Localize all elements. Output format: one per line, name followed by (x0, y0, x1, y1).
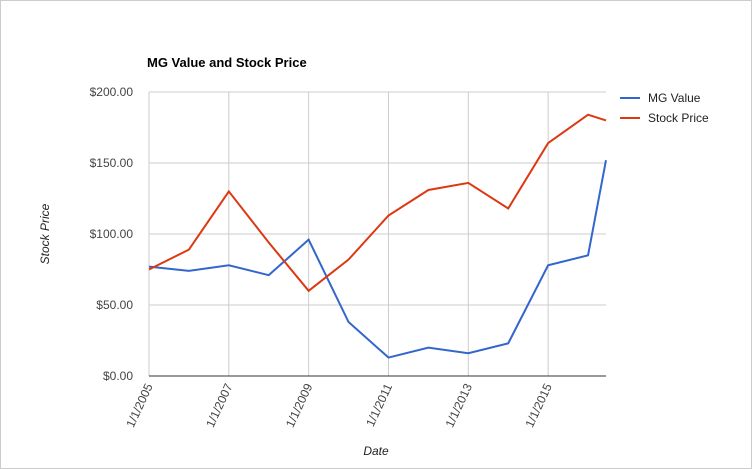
y-tick-label: $50.00 (96, 298, 133, 312)
y-tick-label: $200.00 (90, 85, 134, 99)
y-tick-label: $0.00 (103, 369, 133, 383)
series-line (148, 159, 607, 359)
x-axis-label: Date (363, 444, 389, 458)
y-axis-label: Stock Price (38, 203, 52, 264)
series-line (148, 113, 607, 293)
chart-title: MG Value and Stock Price (147, 55, 307, 70)
legend-label: Stock Price (648, 111, 709, 125)
legend-label: MG Value (648, 91, 701, 105)
y-tick-label: $150.00 (90, 156, 134, 170)
y-tick-label: $100.00 (90, 227, 134, 241)
